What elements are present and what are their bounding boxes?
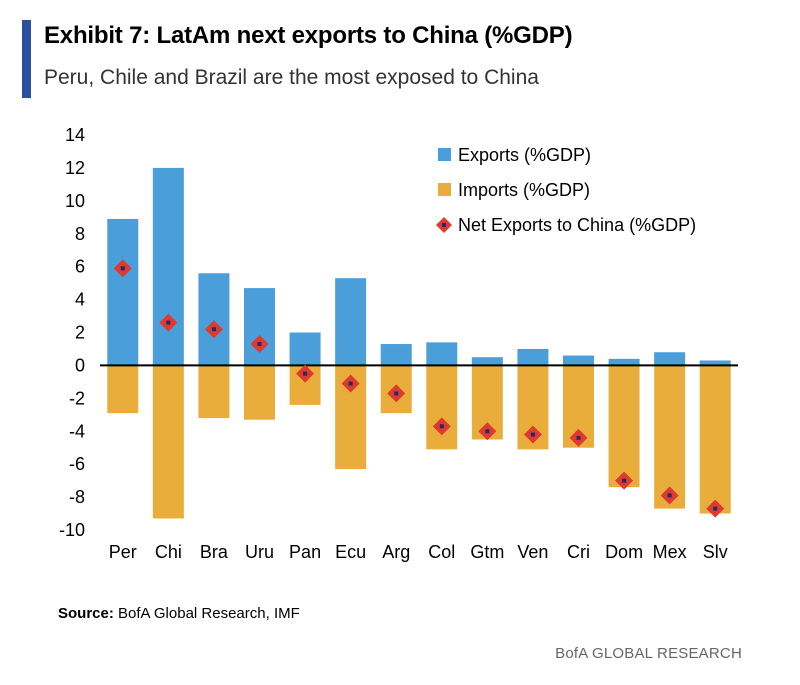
net-export-marker-dot bbox=[485, 429, 490, 434]
x-tick-label: Gtm bbox=[470, 542, 504, 562]
x-tick-label: Uru bbox=[245, 542, 274, 562]
import-bar bbox=[654, 365, 686, 509]
legend-label: Exports (%GDP) bbox=[458, 145, 591, 165]
brand-footer: BofA GLOBAL RESEARCH bbox=[555, 645, 742, 662]
x-tick-label: Mex bbox=[653, 542, 687, 562]
y-tick-label: -10 bbox=[59, 520, 85, 540]
source-text: BofA Global Research, IMF bbox=[113, 605, 300, 622]
chart-title: Exhibit 7: LatAm next exports to China (… bbox=[44, 22, 573, 49]
source-label: Source: bbox=[58, 605, 114, 622]
source-note: Source: BofA Global Research, IMF bbox=[58, 605, 300, 622]
net-export-marker-dot bbox=[576, 435, 581, 440]
y-tick-label: 14 bbox=[65, 125, 85, 145]
import-bar bbox=[608, 365, 640, 488]
y-tick-label: 10 bbox=[65, 191, 85, 211]
accent-bar bbox=[22, 20, 31, 98]
net-export-marker-dot bbox=[303, 371, 308, 376]
export-bar bbox=[654, 352, 686, 366]
x-tick-label: Dom bbox=[605, 542, 643, 562]
export-bar bbox=[699, 360, 731, 366]
legend-swatch-net-exports-dot bbox=[442, 223, 446, 227]
legend-label: Net Exports to China (%GDP) bbox=[458, 215, 696, 235]
export-bar bbox=[608, 358, 640, 366]
y-tick-label: 12 bbox=[65, 158, 85, 178]
chart-subtitle: Peru, Chile and Brazil are the most expo… bbox=[44, 66, 539, 89]
export-bar bbox=[563, 355, 594, 366]
net-export-marker-dot bbox=[713, 506, 718, 511]
import-bar bbox=[107, 365, 139, 414]
legend-swatch-exports bbox=[438, 148, 451, 161]
y-tick-label: -6 bbox=[69, 454, 85, 474]
x-tick-label: Slv bbox=[703, 542, 728, 562]
net-export-marker-dot bbox=[348, 381, 353, 386]
x-tick-label: Chi bbox=[155, 542, 182, 562]
export-bar bbox=[426, 342, 458, 366]
export-bar bbox=[380, 344, 412, 366]
export-bar bbox=[471, 357, 503, 366]
export-bar bbox=[244, 288, 275, 366]
net-export-marker-dot bbox=[211, 327, 216, 332]
net-export-marker-dot bbox=[667, 493, 672, 498]
net-export-marker-dot bbox=[530, 432, 535, 437]
y-tick-label: -2 bbox=[69, 388, 85, 408]
y-tick-label: -4 bbox=[69, 421, 85, 441]
y-tick-label: 6 bbox=[75, 257, 85, 277]
export-bar bbox=[107, 218, 139, 366]
export-bar bbox=[152, 167, 184, 366]
x-tick-label: Arg bbox=[382, 542, 410, 562]
x-tick-label: Cri bbox=[567, 542, 590, 562]
net-export-marker-dot bbox=[439, 424, 444, 429]
import-bar bbox=[699, 365, 731, 514]
legend-label: Imports (%GDP) bbox=[458, 180, 590, 200]
net-export-marker-dot bbox=[394, 391, 399, 396]
import-bar bbox=[244, 365, 275, 420]
export-bar bbox=[335, 278, 367, 366]
x-tick-label: Bra bbox=[200, 542, 229, 562]
x-tick-label: Col bbox=[428, 542, 455, 562]
y-tick-label: 0 bbox=[75, 355, 85, 375]
export-bar bbox=[198, 273, 230, 366]
x-tick-label: Pan bbox=[289, 542, 321, 562]
import-bar bbox=[198, 365, 230, 419]
y-tick-label: 4 bbox=[75, 290, 85, 310]
y-tick-label: 8 bbox=[75, 224, 85, 244]
legend-swatch-imports bbox=[438, 183, 451, 196]
net-export-marker-dot bbox=[120, 266, 125, 271]
y-tick-label: -8 bbox=[69, 487, 85, 507]
export-bar bbox=[517, 348, 549, 366]
x-tick-label: Ecu bbox=[335, 542, 366, 562]
chart: 14 12 10 8 6 4 2 0 -2 -4 -6 -8 -10 Per Chi Bra Uru Pan Ecu… bbox=[59, 125, 738, 562]
import-bar bbox=[426, 365, 458, 450]
net-export-marker-dot bbox=[166, 320, 171, 325]
net-export-marker-dot bbox=[257, 342, 262, 347]
net-export-marker-dot bbox=[622, 478, 627, 483]
y-tick-label: 2 bbox=[75, 323, 85, 343]
import-bar bbox=[152, 365, 184, 519]
x-tick-label: Ven bbox=[517, 542, 548, 562]
x-tick-label: Per bbox=[109, 542, 137, 562]
export-bar bbox=[289, 332, 321, 366]
